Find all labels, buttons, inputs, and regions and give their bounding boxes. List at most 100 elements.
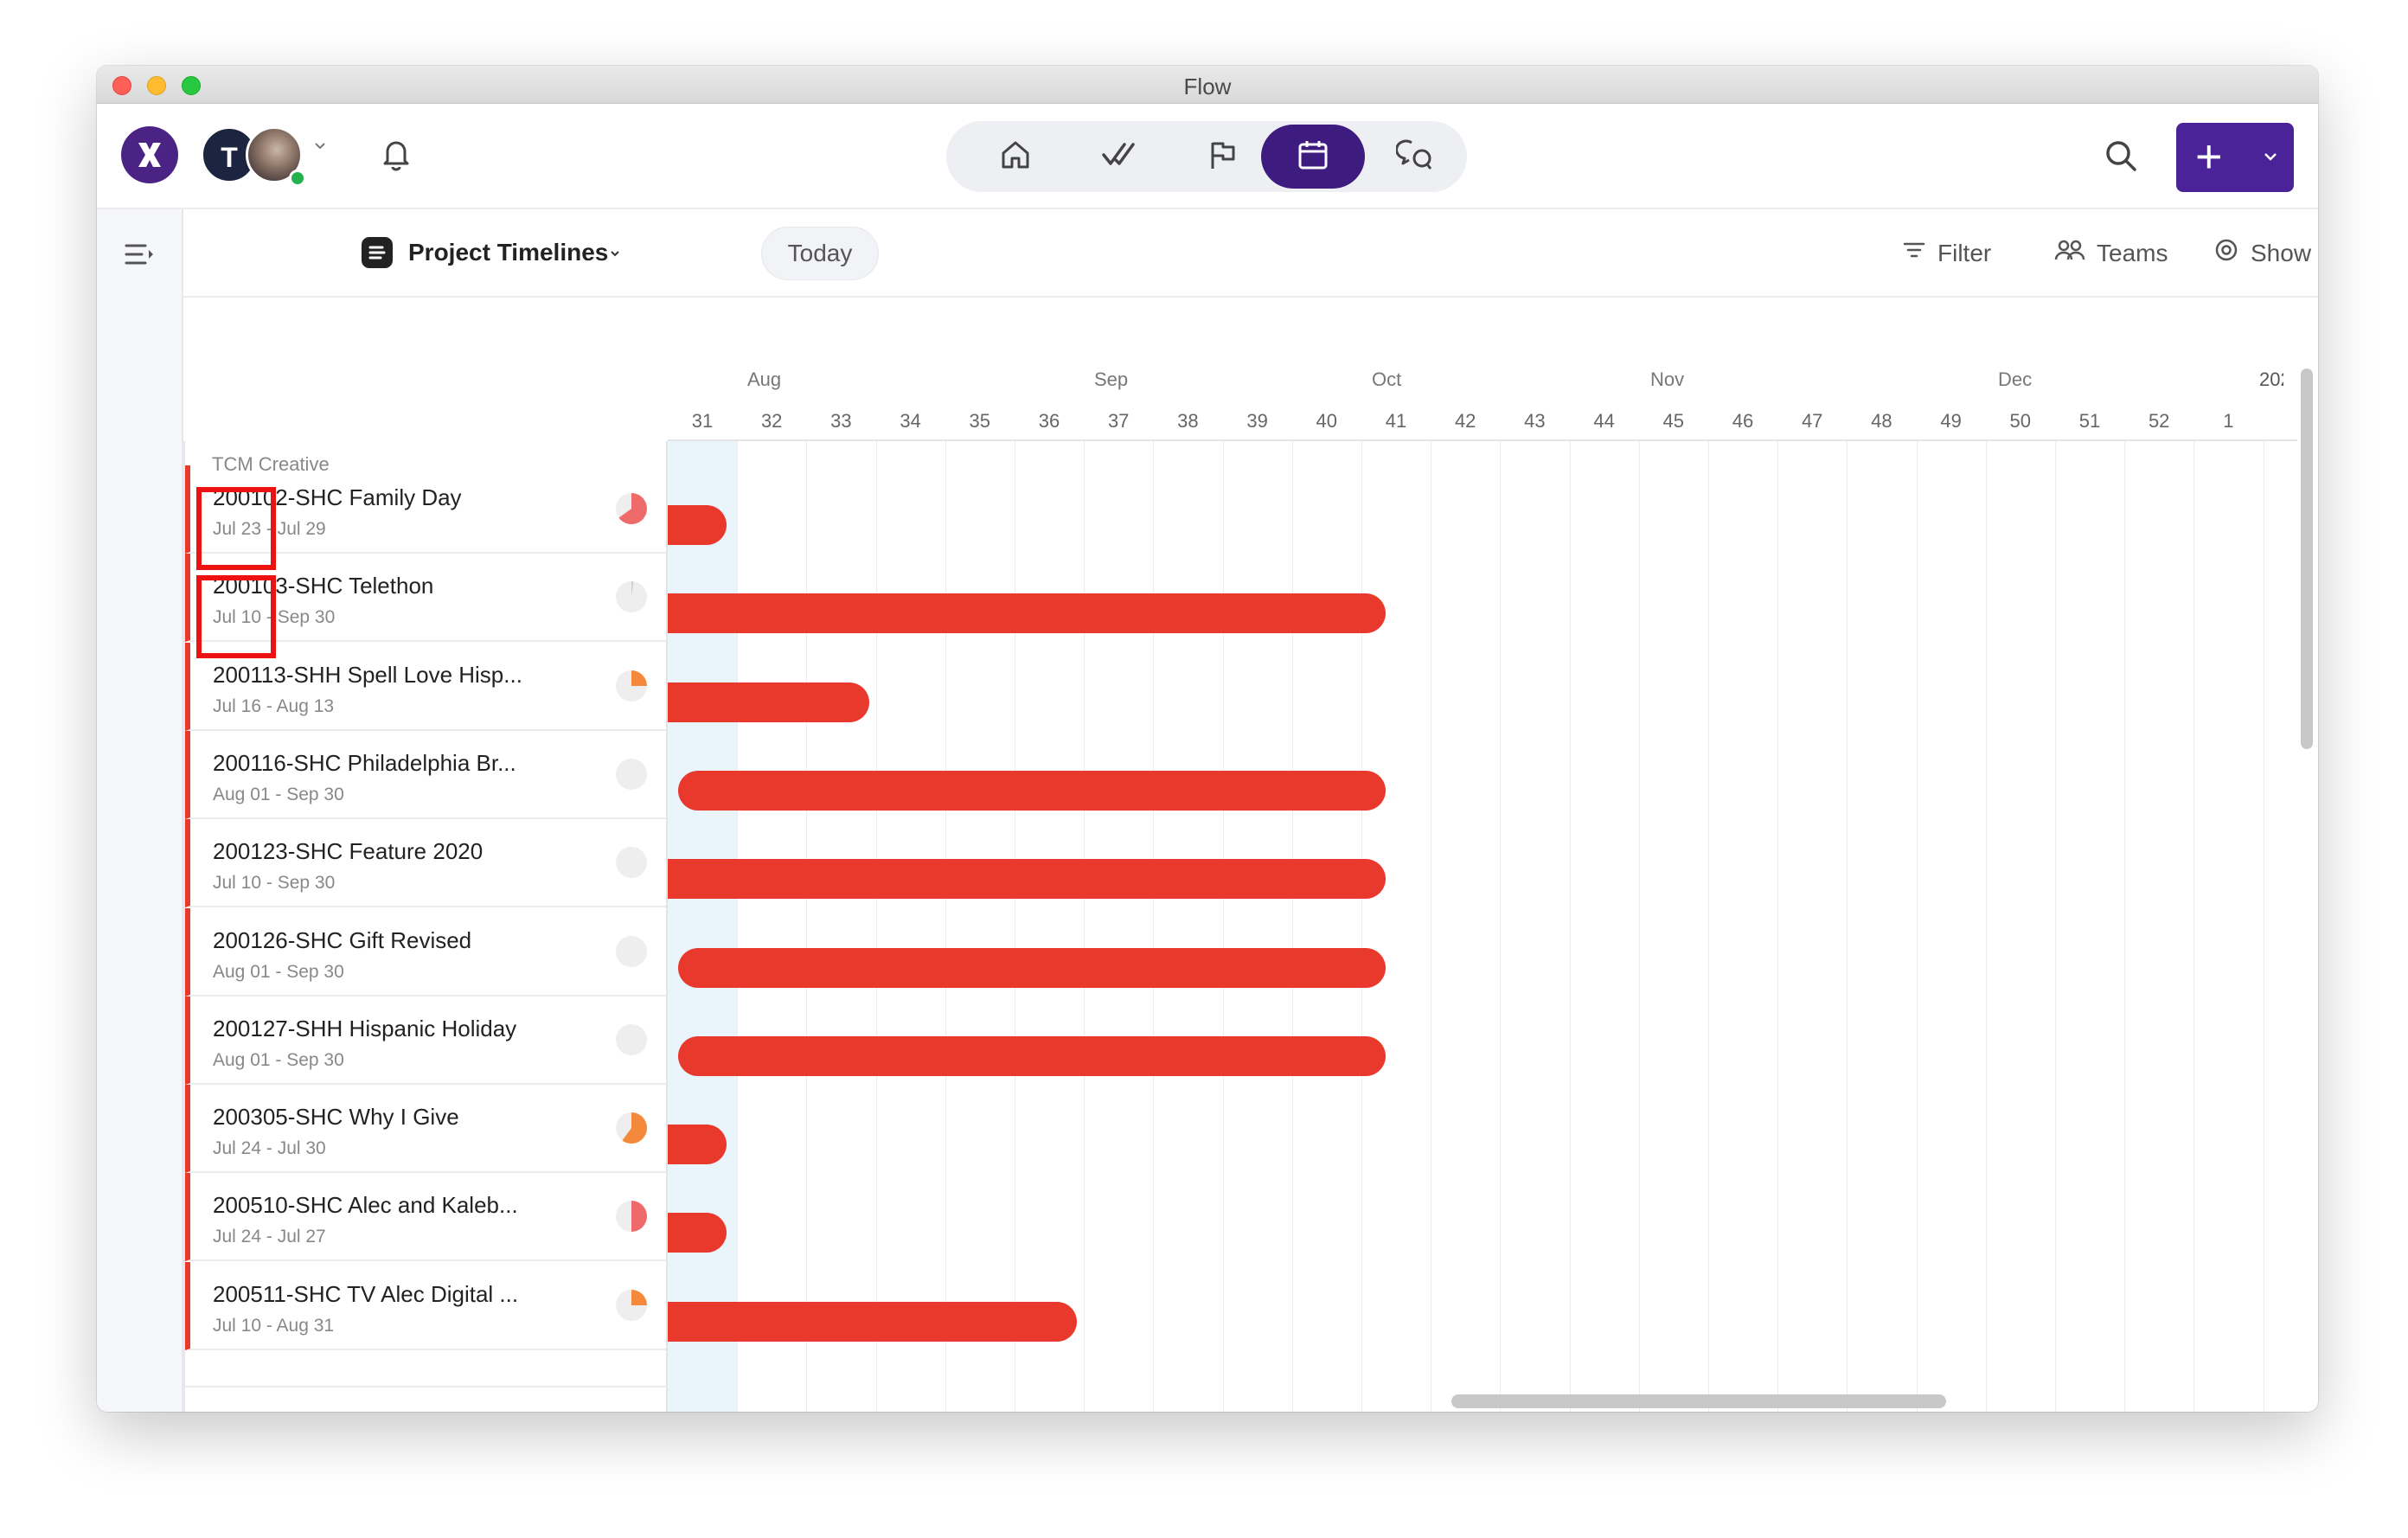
- timeline-bar[interactable]: [668, 505, 727, 545]
- timeline-bar[interactable]: [668, 1213, 727, 1253]
- project-row[interactable]: 200511-SHC TV Alec Digital ... Jul 10 - A…: [185, 1261, 666, 1350]
- top-bar: T: [97, 104, 2318, 209]
- teams-button[interactable]: Teams: [2053, 237, 2168, 269]
- project-list: 200102-SHC Family Day Jul 23 - Jul 29 2001…: [185, 441, 668, 1412]
- nav-home-button[interactable]: [964, 125, 1067, 189]
- project-dates: Aug 01 - Sep 30: [213, 1049, 344, 1070]
- nav-tasks-button[interactable]: [1067, 125, 1171, 189]
- week-gridline: [806, 441, 808, 1412]
- week-label: 39: [1246, 410, 1268, 432]
- month-label: Sep: [1094, 368, 1129, 390]
- zoom-window-button[interactable]: [182, 76, 201, 95]
- week-gridline: [1985, 441, 1987, 1412]
- timeline-bar[interactable]: [678, 1035, 1387, 1076]
- project-dates: Aug 01 - Sep 30: [213, 784, 344, 804]
- week-gridline: [1153, 441, 1155, 1412]
- week-label: 41: [1385, 410, 1407, 432]
- timeline-bar[interactable]: [678, 770, 1387, 811]
- project-row[interactable]: 200127-SHH Hispanic Holiday Aug 01 - Sep …: [185, 996, 666, 1085]
- chevron-down-icon[interactable]: [609, 247, 621, 264]
- notifications-bell-icon[interactable]: [377, 135, 415, 177]
- project-row[interactable]: 200116-SHC Philadelphia Br... Aug 01 - Se…: [185, 730, 666, 819]
- progress-pie-icon: [614, 934, 649, 973]
- timeline-bar[interactable]: [668, 593, 1387, 634]
- teams-label: Teams: [2097, 239, 2168, 266]
- timeline-bar[interactable]: [678, 947, 1387, 988]
- progress-pie-icon: [614, 845, 649, 884]
- week-gridline: [1569, 441, 1571, 1412]
- project-title[interactable]: 200126-SHC Gift Revised: [213, 926, 472, 953]
- project-row[interactable]: 200305-SHC Why I Give Jul 24 - Jul 30: [185, 1085, 666, 1174]
- filter-button[interactable]: Filter: [1901, 237, 1991, 269]
- week-gridline: [1708, 441, 1709, 1412]
- week-label: 43: [1524, 410, 1546, 432]
- timeline-bar[interactable]: [668, 682, 869, 722]
- project-row[interactable]: 200113-SHH Spell Love Hisp... Jul 16 - Au…: [185, 642, 666, 731]
- vertical-scrollbar[interactable]: [2301, 368, 2313, 749]
- create-new-button[interactable]: +: [2176, 123, 2294, 192]
- nav-calendar-button[interactable]: [1261, 125, 1365, 189]
- project-title[interactable]: 200510-SHC Alec and Kaleb...: [213, 1192, 518, 1219]
- week-label: 38: [1177, 410, 1199, 432]
- nav-conversations-button[interactable]: [1365, 125, 1469, 189]
- highlight-box: [196, 487, 276, 570]
- timeline-bar[interactable]: [668, 1125, 727, 1165]
- week-gridline: [945, 441, 946, 1412]
- current-week-highlight: [668, 441, 737, 1412]
- week-label: 52: [2148, 410, 2170, 432]
- year-label: 202: [2259, 368, 2283, 390]
- month-label: Aug: [747, 368, 782, 390]
- week-label: 42: [1454, 410, 1476, 432]
- project-dates: Jul 10 - Sep 30: [213, 873, 336, 894]
- week-gridline: [2124, 441, 2126, 1412]
- project-title[interactable]: 200113-SHH Spell Love Hisp...: [213, 661, 522, 688]
- timeline-bar[interactable]: [668, 859, 1387, 900]
- filter-icon: [1901, 237, 1927, 269]
- project-dates: Jul 16 - Aug 13: [213, 695, 335, 716]
- show-button[interactable]: Show: [2213, 237, 2311, 269]
- window-title: Flow: [1183, 74, 1232, 99]
- app-logo[interactable]: [121, 126, 178, 183]
- week-label: 1: [2223, 410, 2234, 432]
- home-icon: [996, 136, 1034, 178]
- week-label: 31: [691, 410, 714, 432]
- week-gridline: [1916, 441, 1918, 1412]
- sidebar-toggle-icon[interactable]: [123, 239, 157, 274]
- sidebar-divider: [183, 441, 185, 1412]
- project-title[interactable]: 200511-SHC TV Alec Digital ...: [213, 1280, 519, 1307]
- project-row[interactable]: 200102-SHC Family Day Jul 23 - Jul 29: [185, 465, 666, 554]
- week-gridline: [2193, 441, 2195, 1412]
- project-row[interactable]: 200123-SHC Feature 2020 Jul 10 - Sep 30: [185, 819, 666, 908]
- week-label: 51: [2078, 410, 2101, 432]
- timeline-axis-line: [668, 439, 2297, 441]
- week-gridline: [1361, 441, 1362, 1412]
- progress-pie-icon: [614, 757, 649, 796]
- search-icon[interactable]: [2102, 137, 2140, 179]
- list-bottom-divider: [185, 1386, 668, 1387]
- show-label: Show: [2251, 239, 2312, 266]
- project-title[interactable]: 200305-SHC Why I Give: [213, 1104, 459, 1131]
- highlight-box: [196, 575, 276, 658]
- close-window-button[interactable]: [112, 76, 131, 95]
- month-label: Nov: [1650, 368, 1685, 390]
- week-gridline: [1777, 441, 1779, 1412]
- filter-label: Filter: [1937, 239, 1992, 266]
- project-title[interactable]: 200123-SHC Feature 2020: [213, 838, 484, 865]
- nav-milestones-button[interactable]: [1171, 125, 1275, 189]
- chevron-down-icon[interactable]: [2263, 149, 2278, 169]
- chevron-down-icon[interactable]: [313, 138, 327, 157]
- minimize-window-button[interactable]: [147, 76, 166, 95]
- week-label: 34: [900, 410, 921, 432]
- week-label: 47: [1801, 410, 1823, 432]
- timeline-bar[interactable]: [668, 1301, 1078, 1342]
- week-gridline: [1847, 441, 1848, 1412]
- project-row[interactable]: 200126-SHC Gift Revised Aug 01 - Sep 30: [185, 907, 666, 996]
- today-button[interactable]: Today: [761, 227, 879, 280]
- project-selector[interactable]: Project Timelines: [408, 239, 609, 266]
- project-row[interactable]: 200510-SHC Alec and Kaleb... Jul 24 - Jul…: [185, 1173, 666, 1262]
- project-title[interactable]: 200127-SHH Hispanic Holiday: [213, 1015, 517, 1041]
- horizontal-scrollbar[interactable]: [1451, 1394, 1946, 1408]
- project-title[interactable]: 200116-SHC Philadelphia Br...: [213, 749, 516, 776]
- week-gridline: [1222, 441, 1224, 1412]
- progress-pie-icon: [614, 1111, 649, 1150]
